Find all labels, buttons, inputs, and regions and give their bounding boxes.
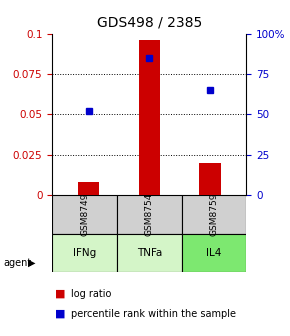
Bar: [78, 182, 99, 195]
Bar: [52, 195, 117, 234]
Text: GSM8749: GSM8749: [80, 193, 89, 236]
Text: ■: ■: [55, 289, 66, 299]
Text: log ratio: log ratio: [71, 289, 111, 299]
Text: IL4: IL4: [206, 248, 222, 258]
Text: ▶: ▶: [28, 257, 35, 267]
Text: TNFa: TNFa: [137, 248, 162, 258]
Bar: [200, 163, 221, 195]
Text: percentile rank within the sample: percentile rank within the sample: [71, 309, 236, 319]
Bar: [117, 234, 182, 272]
Text: agent: agent: [3, 257, 31, 267]
Text: ■: ■: [55, 309, 66, 319]
Bar: [52, 234, 117, 272]
Bar: [117, 195, 182, 234]
Text: GSM8754: GSM8754: [145, 193, 154, 236]
Title: GDS498 / 2385: GDS498 / 2385: [97, 16, 202, 30]
Bar: [139, 40, 160, 195]
Text: GSM8759: GSM8759: [210, 193, 219, 236]
Bar: [182, 195, 246, 234]
Text: IFNg: IFNg: [73, 248, 96, 258]
Bar: [182, 234, 246, 272]
